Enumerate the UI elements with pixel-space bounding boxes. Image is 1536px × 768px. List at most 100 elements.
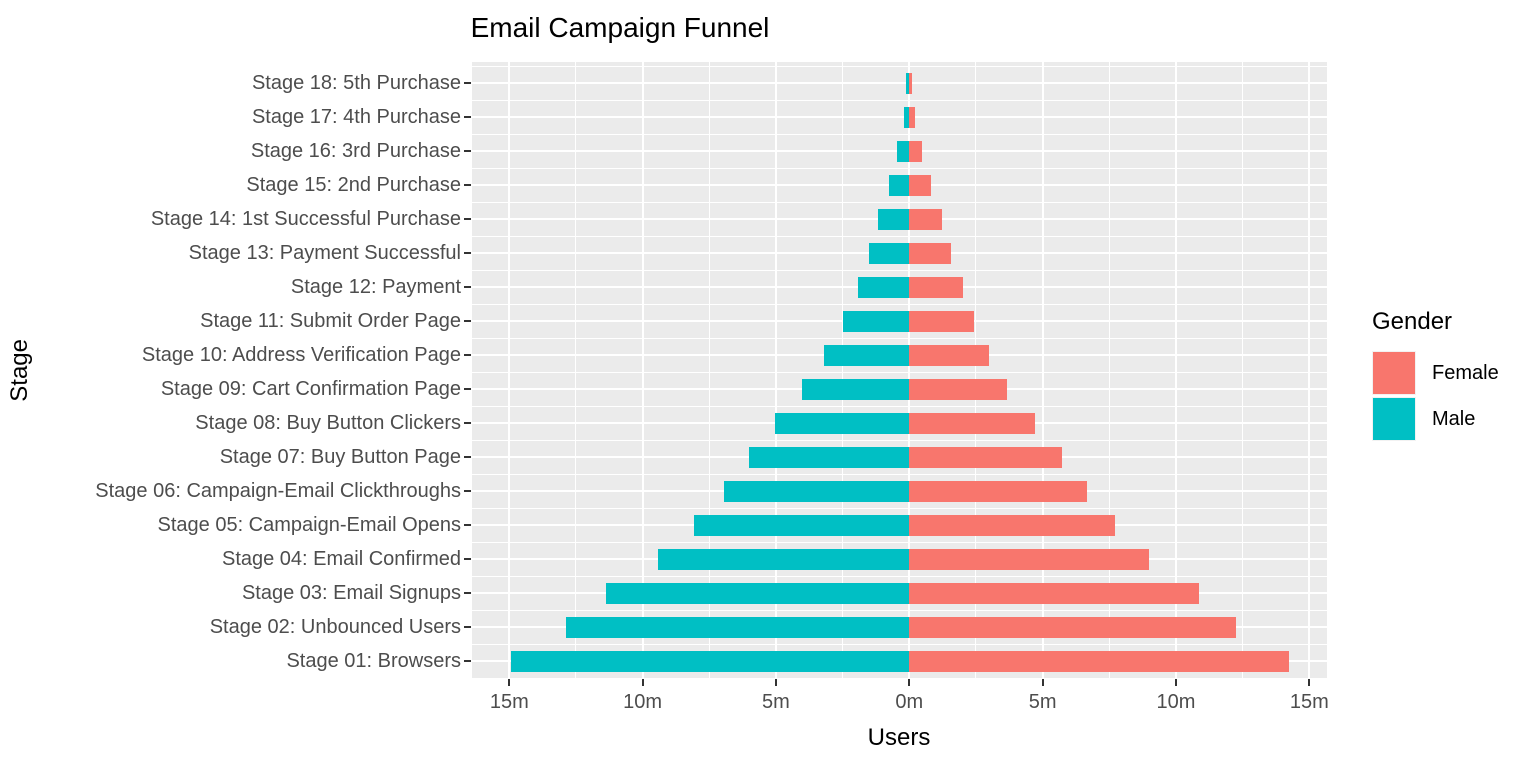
y-tick-mark <box>464 592 471 594</box>
bar-male-13 <box>869 242 910 264</box>
y-tick-mark <box>464 218 471 220</box>
bar-female-7 <box>909 446 1062 468</box>
gridline-vertical-minor <box>708 62 710 679</box>
y-tick-mark <box>464 286 471 288</box>
bar-female-13 <box>909 242 951 264</box>
bar-male-4 <box>658 548 910 570</box>
y-tick-mark <box>464 388 471 390</box>
gridline-vertical-minor <box>575 62 577 679</box>
y-tick-label-stage-17: Stage 17: 4th Purchase <box>251 106 461 128</box>
legend-swatch-male <box>1373 398 1415 440</box>
y-tick-label-stage-1: Stage 01: Browsers <box>286 650 461 672</box>
legend-rows: Female Male <box>1372 351 1499 441</box>
y-tick-mark <box>464 490 471 492</box>
gridline-vertical-major <box>908 62 911 679</box>
y-tick-mark <box>464 422 471 424</box>
gridline-horizontal-minor <box>472 575 1327 577</box>
legend-entry-male: Male <box>1372 397 1499 441</box>
y-tick-mark <box>464 558 471 560</box>
x-tick-label: 10m <box>623 691 663 713</box>
bar-female-9 <box>909 378 1007 400</box>
bar-male-8 <box>775 412 910 434</box>
y-tick-mark <box>464 184 471 186</box>
x-tick-mark <box>508 679 511 686</box>
y-tick-mark <box>464 524 471 526</box>
gridline-horizontal-minor <box>472 235 1327 237</box>
gridline-horizontal-minor <box>472 269 1327 271</box>
legend-swatch-female <box>1373 352 1415 394</box>
bar-female-5 <box>909 514 1115 536</box>
y-tick-mark <box>464 354 471 356</box>
y-tick-label-stage-11: Stage 11: Submit Order Page <box>200 310 461 332</box>
y-tick-mark <box>464 320 471 322</box>
x-tick-label: 10m <box>1156 691 1196 713</box>
y-axis-title-wrap: Stage <box>6 62 34 679</box>
y-tick-label-stage-16: Stage 16: 3rd Purchase <box>250 140 461 162</box>
gridline-horizontal-minor <box>472 473 1327 475</box>
y-tick-mark <box>464 456 471 458</box>
bar-female-1 <box>909 650 1289 672</box>
y-tick-mark <box>464 82 471 84</box>
bar-male-2 <box>566 616 910 638</box>
bar-male-1 <box>510 650 910 672</box>
x-tick-mark <box>1041 679 1044 686</box>
gridline-horizontal-minor <box>472 167 1327 169</box>
y-tick-label-stage-14: Stage 14: 1st Successful Purchase <box>150 208 461 230</box>
legend-key-female <box>1372 351 1416 395</box>
bar-male-17 <box>903 106 910 128</box>
y-tick-label-stage-18: Stage 18: 5th Purchase <box>251 72 461 94</box>
gridline-vertical-major <box>1041 62 1044 679</box>
y-tick-label-stage-6: Stage 06: Campaign-Email Clickthroughs <box>95 480 461 502</box>
bar-male-6 <box>724 480 910 502</box>
gridline-horizontal-minor <box>472 439 1327 441</box>
legend-entry-female: Female <box>1372 351 1499 395</box>
y-tick-label-stage-10: Stage 10: Address Verification Page <box>141 344 461 366</box>
gridline-horizontal-minor <box>472 609 1327 611</box>
y-tick-mark <box>464 660 471 662</box>
bar-male-12 <box>858 276 910 298</box>
x-tick-mark <box>774 679 777 686</box>
x-tick-label: 5m <box>762 691 790 713</box>
gridline-vertical-major <box>774 62 777 679</box>
x-tick-mark <box>1174 679 1177 686</box>
y-tick-label-stage-5: Stage 05: Campaign-Email Opens <box>157 514 462 536</box>
bar-male-10 <box>823 344 910 366</box>
bar-female-11 <box>909 310 975 332</box>
y-tick-mark <box>464 116 471 118</box>
x-tick-mark <box>908 679 911 686</box>
gridline-horizontal-minor <box>472 133 1327 135</box>
y-tick-mark <box>464 626 471 628</box>
plot-panel <box>472 62 1327 679</box>
x-tick-mark <box>1308 679 1311 686</box>
y-tick-label-stage-2: Stage 02: Unbounced Users <box>209 616 461 638</box>
bar-male-5 <box>694 514 910 536</box>
chart-title: Email Campaign Funnel <box>470 12 770 43</box>
y-tick-label-stage-12: Stage 12: Payment <box>290 276 461 298</box>
bar-female-16 <box>909 140 923 162</box>
bar-female-17 <box>909 106 916 128</box>
y-tick-label-stage-8: Stage 08: Buy Button Clickers <box>195 412 461 434</box>
bar-female-18 <box>909 72 912 94</box>
gridline-vertical-major <box>1174 62 1177 679</box>
bar-male-18 <box>906 72 910 94</box>
x-tick-label: 15m <box>489 691 529 713</box>
gridline-horizontal-minor <box>472 337 1327 339</box>
bar-male-3 <box>606 582 910 604</box>
gridline-horizontal-major <box>472 116 1327 118</box>
y-tick-mark <box>464 252 471 254</box>
bar-female-2 <box>909 616 1236 638</box>
gridline-horizontal-minor <box>472 677 1327 679</box>
y-tick-mark <box>464 150 471 152</box>
gridline-vertical-minor <box>1108 62 1110 679</box>
gridline-horizontal-minor <box>472 201 1327 203</box>
bar-male-11 <box>843 310 910 332</box>
legend: Gender Female Male <box>1372 308 1499 443</box>
x-tick-label: 15m <box>1289 691 1329 713</box>
bar-male-14 <box>878 208 910 230</box>
gridline-vertical-minor <box>1242 62 1244 679</box>
bar-female-14 <box>909 208 943 230</box>
bar-male-15 <box>888 174 910 196</box>
bar-female-8 <box>909 412 1035 434</box>
y-tick-label-stage-13: Stage 13: Payment Successful <box>188 242 461 264</box>
